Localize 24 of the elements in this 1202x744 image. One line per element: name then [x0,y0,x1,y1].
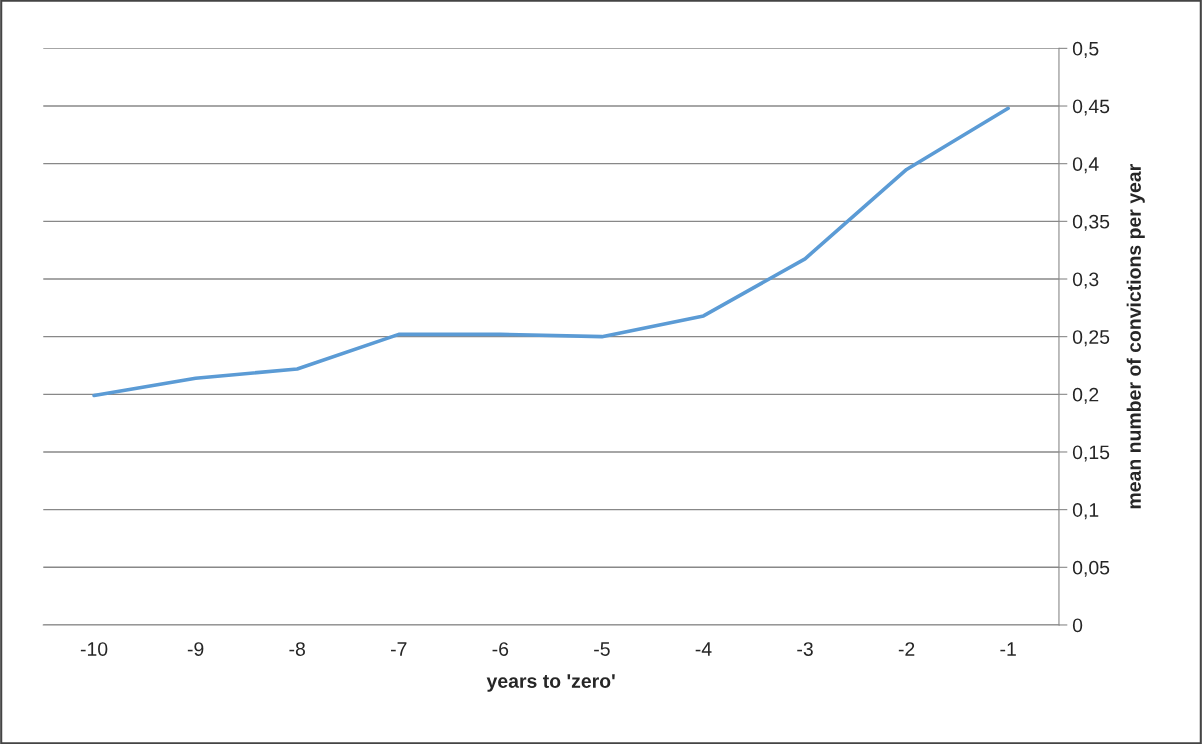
y-tick-label: 0,1 [1072,503,1099,520]
y-tick-label: 0,45 [1072,99,1110,116]
y-tick-label: 0,4 [1072,157,1099,174]
x-tick-label: -9 [187,642,204,656]
y-tick-label: 0,05 [1072,560,1110,577]
line-series [92,106,1010,398]
x-tick-label: -5 [594,642,610,656]
y-tick-label: 0,25 [1072,330,1110,347]
y-tick-label: 0,35 [1072,214,1110,231]
x-tick-label: -4 [695,642,712,656]
y-tick-label: 0,15 [1072,445,1110,462]
x-tick-label: -8 [289,642,305,656]
x-tick-label: -10 [80,642,108,656]
x-axis-title: years to 'zero' [486,674,615,692]
y-tick-label: 0,5 [1072,41,1099,58]
y-tick-label: 0,2 [1072,387,1099,404]
y-tick-label: 0 [1072,618,1083,633]
y-axis-title: mean number of convictions per year [1126,164,1145,509]
x-tick-label: -3 [797,642,813,656]
x-tick-label: -7 [390,642,407,656]
x-tick-label: -2 [898,642,915,656]
x-tick-label: -6 [492,642,509,656]
y-tick-label: 0,3 [1072,272,1099,289]
x-tick-label: -1 [1000,642,1016,656]
